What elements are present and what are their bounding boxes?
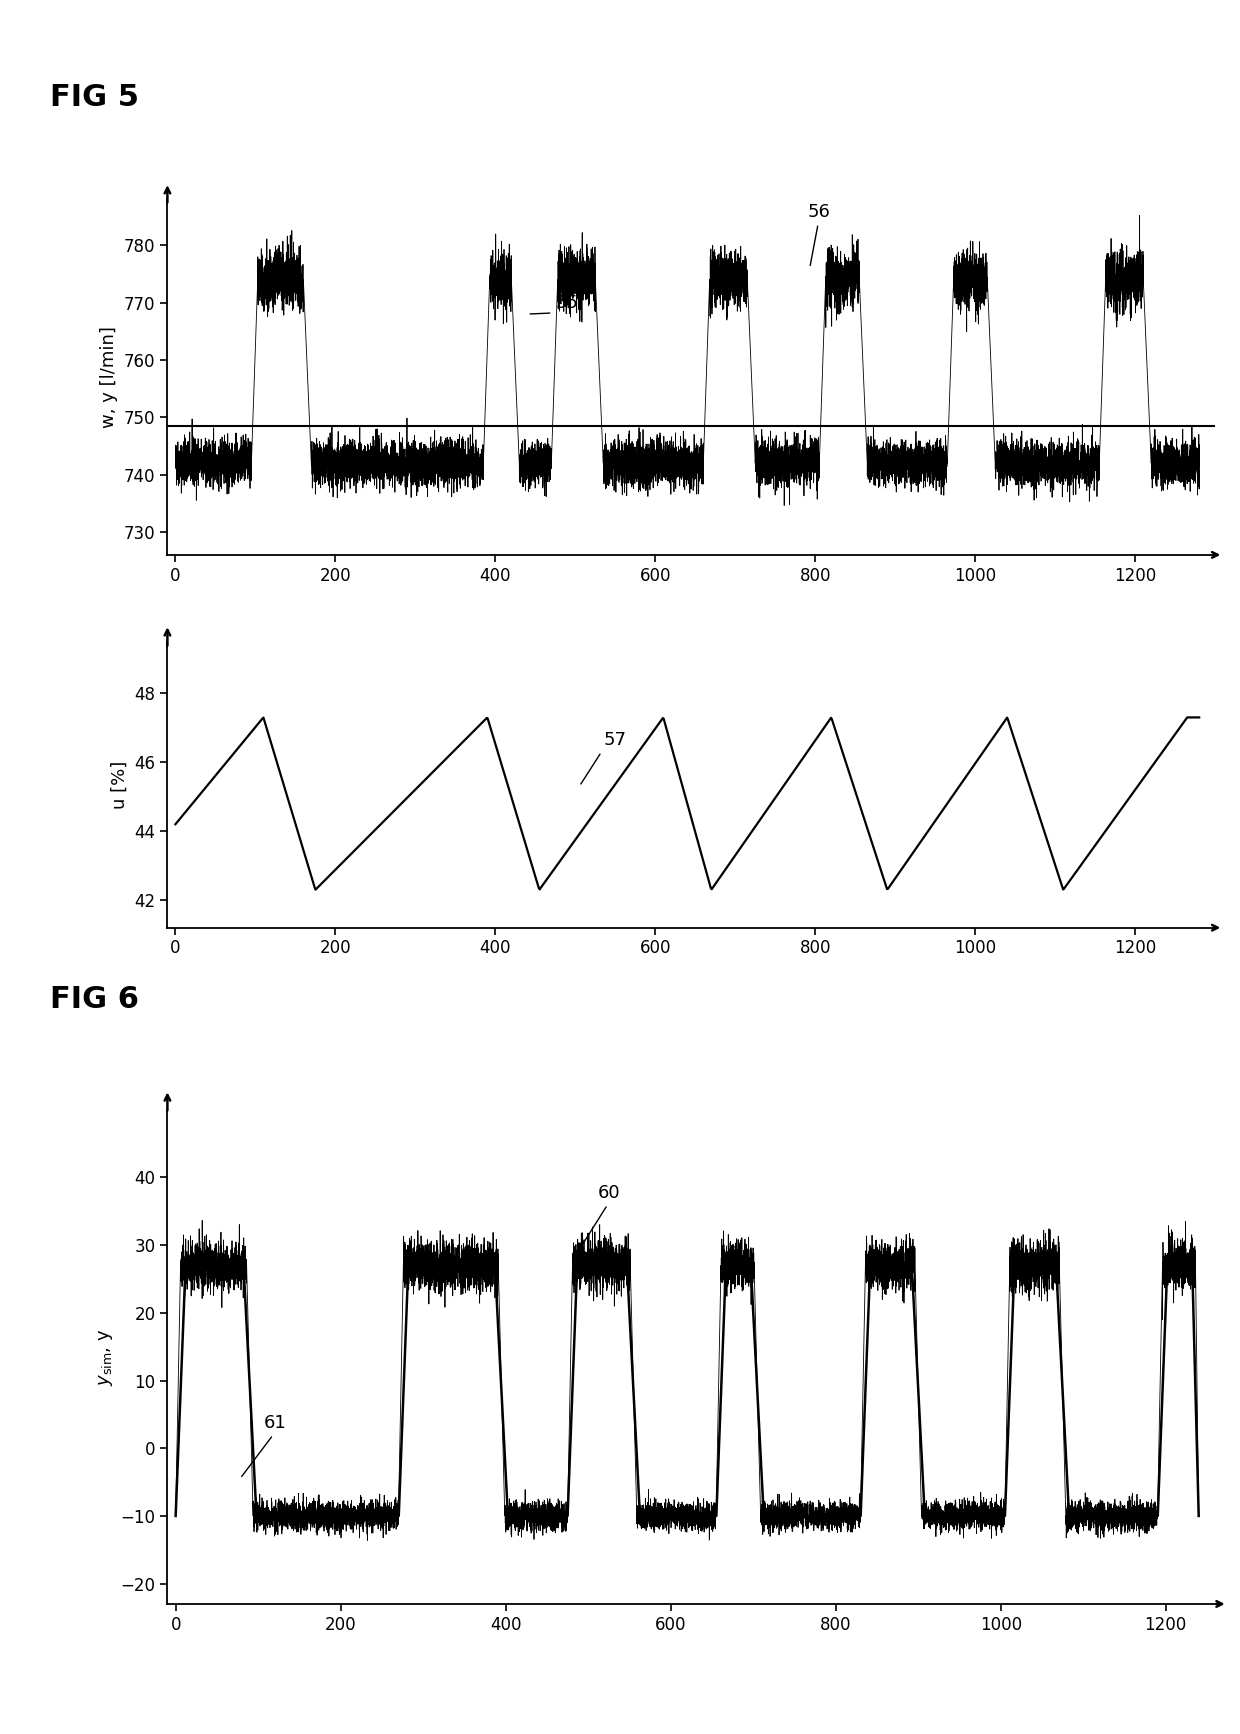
Text: 60: 60 [582,1184,621,1247]
Y-axis label: $y_{\mathregular{sim}}$, y: $y_{\mathregular{sim}}$, y [97,1328,115,1385]
Y-axis label: u [%]: u [%] [110,761,129,808]
Y-axis label: w, y [l/min]: w, y [l/min] [100,326,118,428]
Text: FIG 5: FIG 5 [50,83,139,113]
Text: 55: 55 [531,295,578,314]
Text: 57: 57 [580,732,626,784]
Text: 56: 56 [807,203,830,265]
Text: FIG 6: FIG 6 [50,985,139,1014]
Text: 61: 61 [242,1413,286,1476]
